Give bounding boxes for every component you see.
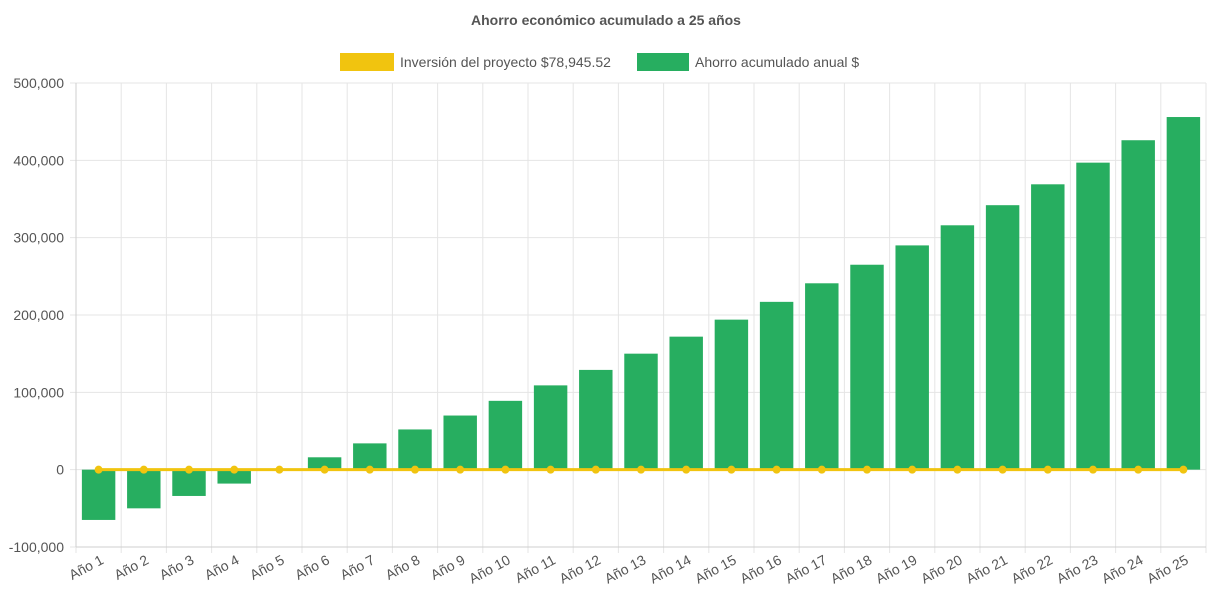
investment-point-21[interactable] (998, 465, 1007, 474)
x-tick-label: Año 6 (292, 551, 332, 582)
x-tick-label: Año 8 (383, 551, 423, 582)
x-tick-label: Año 18 (828, 551, 875, 586)
x-tick-label: Año 14 (647, 551, 694, 586)
investment-point-5[interactable] (275, 465, 284, 474)
investment-point-8[interactable] (411, 465, 419, 474)
bar-1[interactable] (81, 469, 116, 520)
investment-point-9[interactable] (456, 465, 465, 474)
investment-point-15[interactable] (727, 465, 736, 474)
investment-point-4[interactable] (230, 465, 239, 474)
x-tick-label: Año 23 (1054, 551, 1101, 586)
x-tick-label: Año 7 (337, 551, 377, 582)
bar-4[interactable] (217, 469, 251, 484)
bar-17[interactable] (805, 283, 839, 470)
bar-19[interactable] (895, 245, 929, 470)
x-tick-label: Año 15 (692, 551, 739, 586)
x-tick-label: Año 5 (247, 551, 287, 582)
y-tick-label: -100,000 (9, 539, 64, 555)
bar-6[interactable] (307, 457, 342, 470)
x-axis: Año 1 Año 2 Año 3 Año 4 Año 5 Año 6 Año 7 Año 8… (66, 551, 1191, 586)
x-tick-label: Año 21 (963, 551, 1010, 586)
x-tick-label: Año 9 (428, 551, 468, 582)
investment-point-20[interactable] (953, 465, 962, 474)
y-tick-label: 200,000 (13, 307, 64, 323)
legend-item-inversion[interactable]: Inversión del proyecto $78,945.52 (340, 53, 611, 71)
x-tick-label: Año 12 (557, 551, 604, 586)
investment-point-19[interactable] (908, 465, 917, 474)
bar-13[interactable] (624, 353, 658, 470)
investment-point-12[interactable] (591, 465, 600, 474)
investment-point-11[interactable] (546, 465, 555, 474)
investment-point-7[interactable] (365, 465, 374, 474)
y-tick-label: 500,000 (13, 75, 64, 91)
investment-point-23[interactable] (1089, 465, 1097, 474)
x-tick-label: Año 2 (111, 551, 151, 582)
bar-23[interactable] (1076, 162, 1110, 470)
investment-point-18[interactable] (863, 465, 871, 474)
bars (81, 117, 1201, 520)
x-tick-label: Año 4 (202, 551, 242, 582)
x-tick-label: Año 25 (1144, 551, 1191, 586)
investment-point-17[interactable] (817, 465, 826, 474)
investment-point-24[interactable] (1134, 465, 1143, 474)
y-tick-label: 400,000 (13, 152, 64, 168)
y-tick-label: 300,000 (13, 230, 64, 246)
bar-8[interactable] (398, 429, 432, 470)
x-tick-label: Año 10 (466, 551, 513, 586)
investment-point-25[interactable] (1179, 465, 1188, 474)
bar-15[interactable] (714, 319, 749, 470)
investment-point-3[interactable] (185, 465, 193, 474)
investment-point-6[interactable] (320, 465, 329, 474)
legend: Inversión del proyecto $78,945.52 Ahorro… (340, 53, 859, 71)
x-tick-label: Año 20 (918, 551, 965, 586)
investment-point-13[interactable] (637, 465, 645, 474)
x-tick-label: Año 3 (157, 551, 197, 582)
x-tick-label: Año 13 (602, 551, 649, 586)
bar-12[interactable] (579, 369, 613, 470)
bar-20[interactable] (940, 225, 975, 470)
bar-25[interactable] (1166, 117, 1201, 470)
chart-title: Ahorro económico acumulado a 25 años (471, 12, 741, 28)
x-tick-label: Año 1 (66, 551, 106, 582)
legend-item-ahorro[interactable]: Ahorro acumulado anual $ (637, 53, 859, 71)
investment-point-1[interactable] (94, 465, 103, 474)
legend-label-inversion: Inversión del proyecto $78,945.52 (400, 54, 611, 70)
x-tick-label: Año 16 (737, 551, 784, 586)
bar-22[interactable] (1031, 184, 1065, 470)
x-tick-label: Año 24 (1099, 551, 1146, 586)
bar-2[interactable] (127, 469, 161, 509)
investment-point-22[interactable] (1043, 465, 1052, 474)
y-axis: 500,000 400,000 300,000 200,000 100,000 0 -100… (9, 75, 64, 555)
investment-point-2[interactable] (139, 465, 148, 474)
investment-line (94, 465, 1188, 474)
legend-swatch-ahorro (637, 53, 689, 71)
investment-point-10[interactable] (501, 465, 510, 474)
legend-label-ahorro: Ahorro acumulado anual $ (695, 54, 859, 70)
investment-point-14[interactable] (682, 465, 691, 474)
y-tick-label: 100,000 (13, 384, 64, 400)
bar-21[interactable] (985, 205, 1020, 470)
y-tick-label: 0 (56, 462, 64, 478)
legend-swatch-inversion (340, 53, 394, 71)
x-tick-label: Año 11 (512, 551, 558, 586)
bar-7[interactable] (353, 443, 387, 470)
bar-14[interactable] (669, 336, 703, 470)
bar-9[interactable] (443, 415, 477, 470)
bar-16[interactable] (759, 301, 794, 470)
bar-11[interactable] (533, 385, 568, 470)
investment-point-16[interactable] (772, 465, 781, 474)
bar-10[interactable] (488, 400, 523, 470)
x-tick-label: Año 17 (783, 551, 830, 586)
bar-3[interactable] (172, 469, 206, 496)
bar-24[interactable] (1121, 140, 1155, 470)
bar-18[interactable] (850, 264, 884, 470)
x-tick-label: Año 19 (873, 551, 920, 586)
x-tick-label: Año 22 (1009, 551, 1056, 586)
